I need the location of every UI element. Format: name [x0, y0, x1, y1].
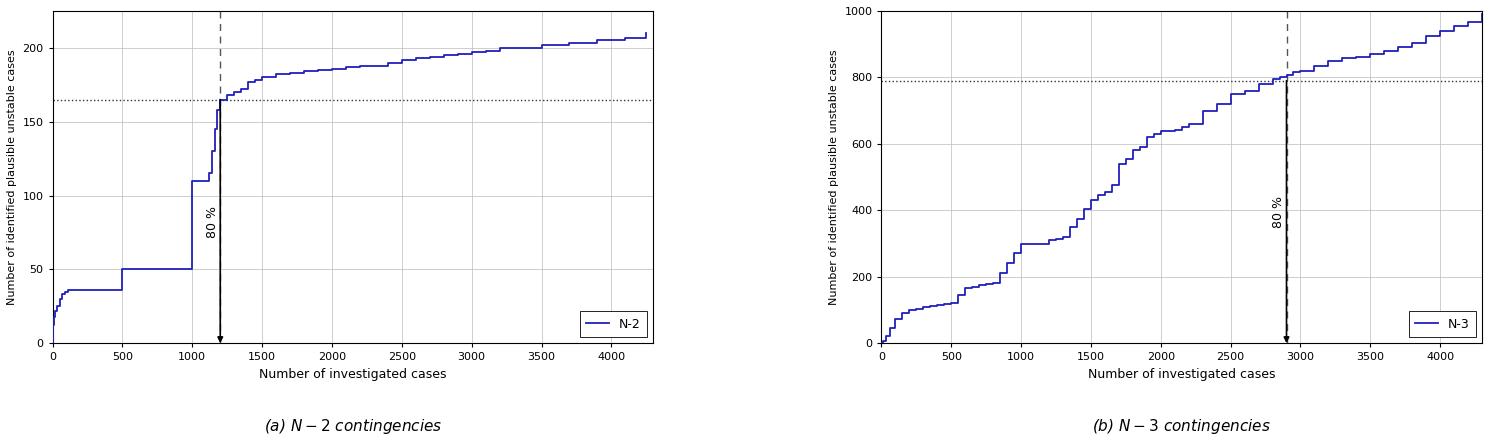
Legend: N-3: N-3: [1409, 312, 1476, 337]
Y-axis label: Number of identified plausible unstable cases: Number of identified plausible unstable …: [7, 49, 16, 305]
X-axis label: Number of investigated cases: Number of investigated cases: [1088, 368, 1276, 381]
Text: (a) $N-2$ contingencies: (a) $N-2$ contingencies: [264, 417, 442, 436]
Text: 80 %: 80 %: [205, 206, 219, 238]
Text: 80 %: 80 %: [1272, 196, 1285, 228]
X-axis label: Number of investigated cases: Number of investigated cases: [259, 368, 447, 381]
Text: (b) $N-3$ contingencies: (b) $N-3$ contingencies: [1093, 417, 1272, 436]
Legend: N-2: N-2: [581, 312, 648, 337]
Y-axis label: Number of identified plausible unstable cases: Number of identified plausible unstable …: [829, 49, 838, 305]
